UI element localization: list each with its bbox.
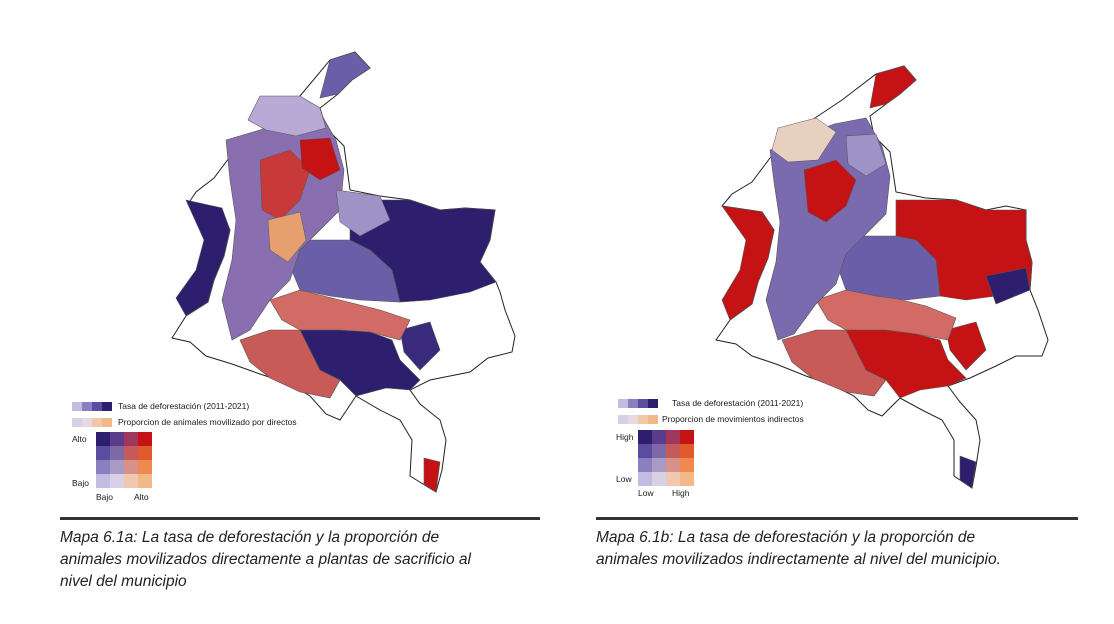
- legend-b-deforestation-label: Tasa de deforestación (2011-2021): [672, 398, 804, 408]
- legend-a-x-high: Alto: [134, 492, 149, 502]
- map-b-region-llanos: [835, 235, 941, 301]
- legend-b-proportion-label: Proporcion de movimientos indirectos: [662, 414, 804, 424]
- legend-a-y-high: Alto: [72, 434, 87, 444]
- choropleth-map-a: [171, 51, 516, 493]
- legend-b-x-low: Low: [638, 488, 654, 498]
- map-a-region-guajira: [319, 51, 371, 99]
- caption-b: Mapa 6.1b: La tasa de deforestación y la…: [596, 527, 1096, 571]
- map-b-region-amazon-tip: [959, 455, 977, 489]
- legend-a-proportion-ramp: [72, 418, 112, 427]
- map-a-region-pacific: [175, 199, 231, 317]
- caption-a-rule: [60, 517, 540, 520]
- map-b-region-guajira: [869, 65, 917, 109]
- caption-a: Mapa 6.1a: La tasa de deforestación y la…: [60, 527, 550, 593]
- map-b-region-southeast: [945, 321, 987, 371]
- choropleth-map-b: [715, 65, 1049, 489]
- legend-a-bivariate-matrix: [96, 432, 152, 488]
- caption-b-line-1: Mapa 6.1b: La tasa de deforestación y la…: [596, 529, 976, 546]
- map-a-region-southeast: [399, 321, 441, 371]
- legend-b-proportion-ramp: [618, 415, 658, 424]
- legend-a-proportion-label: Proporcion de animales movilizado por di…: [118, 417, 297, 427]
- map-b-region-north-lav: [845, 133, 887, 177]
- map-a-region-east-lav: [335, 189, 391, 237]
- map-b-region-pacific: [721, 205, 775, 321]
- caption-b-line-2: animales movilizados indirectamente al n…: [596, 551, 1001, 568]
- map-a-region-amazon-tip: [423, 457, 441, 493]
- legend-b-x-high: High: [672, 488, 690, 498]
- map-b-region-andes-red: [803, 159, 857, 223]
- legend-a-x-low: Bajo: [96, 492, 114, 502]
- legend-b-y-high: High: [616, 432, 634, 442]
- map-b-region-east-dark: [985, 267, 1031, 305]
- map-a-region-caribe: [247, 95, 327, 137]
- map-a-region-north-red: [299, 137, 341, 181]
- map-a-region-andes-orange: [267, 211, 307, 263]
- caption-a-line-1: Mapa 6.1a: La tasa de deforestación y la…: [60, 529, 440, 546]
- legend-a-y-low: Bajo: [72, 478, 90, 488]
- map-a-region-llanos: [289, 239, 401, 303]
- map-a-region-andes-red: [259, 149, 311, 221]
- caption-a-line-3: nivel del municipio: [60, 573, 187, 590]
- map-a-region-southwest: [239, 329, 341, 399]
- caption-b-rule: [596, 517, 1078, 520]
- map-b-region-southwest: [781, 329, 887, 397]
- legend-b-bivariate-matrix: [638, 430, 694, 486]
- legend-a-deforestation-label: Tasa de deforestación (2011-2021): [118, 401, 250, 411]
- map-b-region-andes-peach: [771, 117, 837, 163]
- caption-a-line-2: animales movilizados directamente a plan…: [60, 551, 471, 568]
- legend-b-y-low: Low: [616, 474, 632, 484]
- map-b-region-andes: [765, 117, 891, 341]
- legend-a-deforestation-ramp: [72, 402, 112, 411]
- legend-b-deforestation-ramp: [618, 399, 658, 408]
- map-a-region-center: [269, 289, 411, 341]
